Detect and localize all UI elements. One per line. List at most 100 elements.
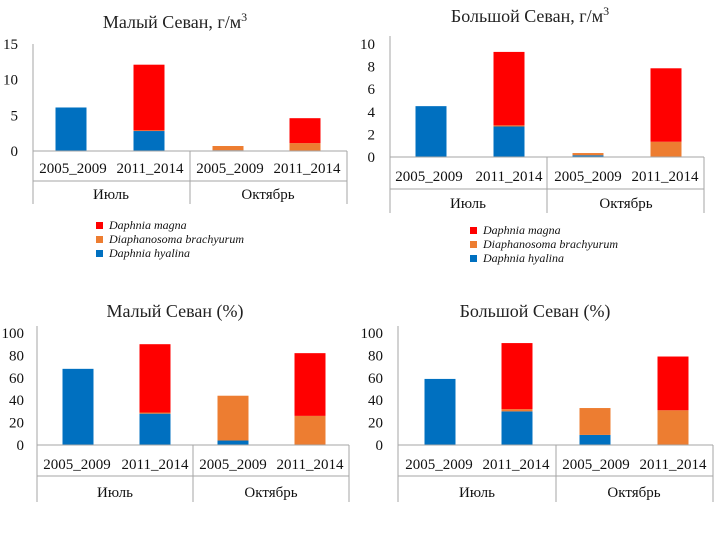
legend2-label-diaphanosoma: Diaphanosoma brachyurum (482, 237, 618, 251)
chart4-ytick-1: 20 (368, 416, 383, 432)
chart2-cat-2: 2005_2009 (554, 169, 622, 185)
chart1-cat-0: 2005_2009 (39, 161, 107, 177)
chart3-cat-3: 2011_2014 (277, 457, 344, 473)
chart2-bar-2-series-1 (572, 153, 604, 156)
chart1-ytick-1: 5 (11, 108, 19, 124)
chart2-legend: Daphnia magna Diaphanosoma brachyurum Da… (470, 223, 618, 265)
chart4-group-0: Июль (459, 485, 495, 501)
legend2-label-magna: Daphnia magna (482, 223, 561, 237)
chart3-cat-0: 2005_2009 (43, 457, 111, 473)
chart3-bar-1-series-1 (139, 412, 171, 414)
chart2-ytick-2: 4 (368, 105, 376, 121)
chart4-bar-1-series-1 (501, 409, 533, 412)
chart3-ytick-4: 80 (9, 348, 24, 364)
legend2-swatch-diaphanosoma (470, 241, 477, 248)
chart1-ytick-0: 0 (11, 144, 19, 160)
chart3-bar-1-series-2 (139, 344, 171, 413)
chart-bolshoy-sevan-percent: Большой Севан (%) 0 20 40 60 80 100 2005_2009… (361, 301, 714, 502)
chart2-ytick-4: 8 (368, 60, 376, 76)
chart1-bar-3-series-2 (289, 118, 321, 144)
chart3-ytick-2: 40 (9, 393, 24, 409)
chart3-cat-2: 2005_2009 (199, 457, 267, 473)
chart2-bar-2-series-0 (572, 155, 604, 157)
legend2-swatch-hyalina (470, 255, 477, 262)
legend2-swatch-magna (470, 227, 477, 234)
chart4-group-1: Октябрь (607, 485, 660, 501)
chart1-ytick-2: 10 (3, 73, 18, 89)
chart3-cat-1: 2011_2014 (122, 457, 189, 473)
chart-maly-sevan-percent: Малый Севан (%) 0 20 40 60 80 100 2005_2009 2… (2, 301, 350, 502)
chart1-bar-2-series-1 (212, 146, 244, 151)
chart4-ytick-4: 80 (368, 348, 383, 364)
chart4-ytick-5: 100 (361, 326, 384, 342)
chart2-ytick-5: 10 (360, 37, 375, 53)
chart1-bar-3-series-1 (289, 143, 321, 151)
chart1-cat-3: 2011_2014 (274, 161, 341, 177)
chart2-title: Большой Севан, г/м3 (451, 4, 609, 26)
chart1-cat-2: 2005_2009 (196, 161, 264, 177)
chart1-bar-1-series-2 (133, 64, 165, 131)
chart3-group-0: Июль (97, 485, 133, 501)
chart1-group-1: Октябрь (241, 187, 294, 203)
chart2-bar-1-series-1 (493, 125, 525, 127)
chart4-bar-3-series-1 (657, 410, 689, 445)
chart2-group-0: Июль (450, 196, 486, 212)
chart2-ytick-0: 0 (368, 150, 376, 166)
chart2-bar-3-series-2 (650, 68, 682, 142)
chart3-ytick-5: 100 (2, 326, 25, 342)
chart4-bar-2-series-0 (579, 434, 611, 445)
chart3-bar-3-series-2 (294, 353, 326, 416)
chart2-bar-1-series-2 (493, 51, 525, 126)
chart-maly-sevan-mass: Малый Севан, г/м3 0 5 10 15 2005_2009 2011_… (3, 10, 348, 260)
chart4-ytick-0: 0 (376, 438, 384, 454)
chart4-cat-1: 2011_2014 (483, 457, 550, 473)
legend1-label-diaphanosoma: Diaphanosoma brachyurum (108, 232, 244, 246)
chart4-title: Большой Севан (%) (460, 301, 611, 322)
legend1-swatch-hyalina (96, 250, 103, 257)
legend1-label-magna: Daphnia magna (108, 218, 187, 232)
chart3-title: Малый Севан (%) (107, 301, 244, 322)
chart4-bar-2-series-1 (579, 408, 611, 435)
chart1-title: Малый Севан, г/м3 (103, 10, 247, 32)
chart4-bar-1-series-2 (501, 343, 533, 410)
chart2-bar-1-series-0 (493, 126, 525, 157)
chart4-bar-0-series-0 (424, 378, 456, 445)
chart3-group-1: Октябрь (244, 485, 297, 501)
chart4-cat-3: 2011_2014 (640, 457, 707, 473)
chart2-ytick-3: 6 (368, 82, 376, 98)
chart4-ytick-3: 60 (368, 371, 383, 387)
legend2-label-hyalina: Daphnia hyalina (482, 251, 564, 265)
chart2-cat-3: 2011_2014 (632, 169, 699, 185)
chart1-cat-1: 2011_2014 (117, 161, 184, 177)
chart3-ytick-3: 60 (9, 371, 24, 387)
chart4-bar-1-series-0 (501, 411, 533, 445)
chart2-bar-3-series-1 (650, 141, 682, 157)
chart1-bar-0-series-0 (55, 107, 87, 151)
chart3-bar-3-series-1 (294, 415, 326, 445)
legend1-swatch-diaphanosoma (96, 236, 103, 243)
chart3-bar-2-series-0 (217, 440, 249, 445)
legend1-swatch-magna (96, 222, 103, 229)
chart2-cat-0: 2005_2009 (395, 169, 463, 185)
chart3-bar-1-series-0 (139, 413, 171, 445)
chart1-legend: Daphnia magna Diaphanosoma brachyurum Da… (96, 218, 244, 260)
chart4-cat-2: 2005_2009 (562, 457, 630, 473)
chart3-bar-0-series-0 (62, 368, 94, 445)
chart2-group-1: Октябрь (599, 196, 652, 212)
chart3-ytick-0: 0 (17, 438, 25, 454)
chart1-group-0: Июль (93, 187, 129, 203)
chart2-cat-1: 2011_2014 (476, 169, 543, 185)
chart4-bar-3-series-2 (657, 356, 689, 411)
chart1-bar-1-series-1 (133, 130, 165, 132)
chart1-bar-1-series-0 (133, 131, 165, 151)
chart4-ytick-2: 40 (368, 393, 383, 409)
chart1-ytick-3: 15 (3, 37, 18, 53)
chart4-cat-0: 2005_2009 (405, 457, 473, 473)
legend1-label-hyalina: Daphnia hyalina (108, 246, 190, 260)
chart-bolshoy-sevan-mass: Большой Севан, г/м3 0 2 4 6 8 10 2005_2009 20… (360, 4, 705, 265)
chart3-bar-2-series-1 (217, 395, 249, 441)
chart2-bar-0-series-0 (415, 106, 447, 157)
chart2-ytick-1: 2 (368, 127, 376, 143)
chart3-ytick-1: 20 (9, 416, 24, 432)
